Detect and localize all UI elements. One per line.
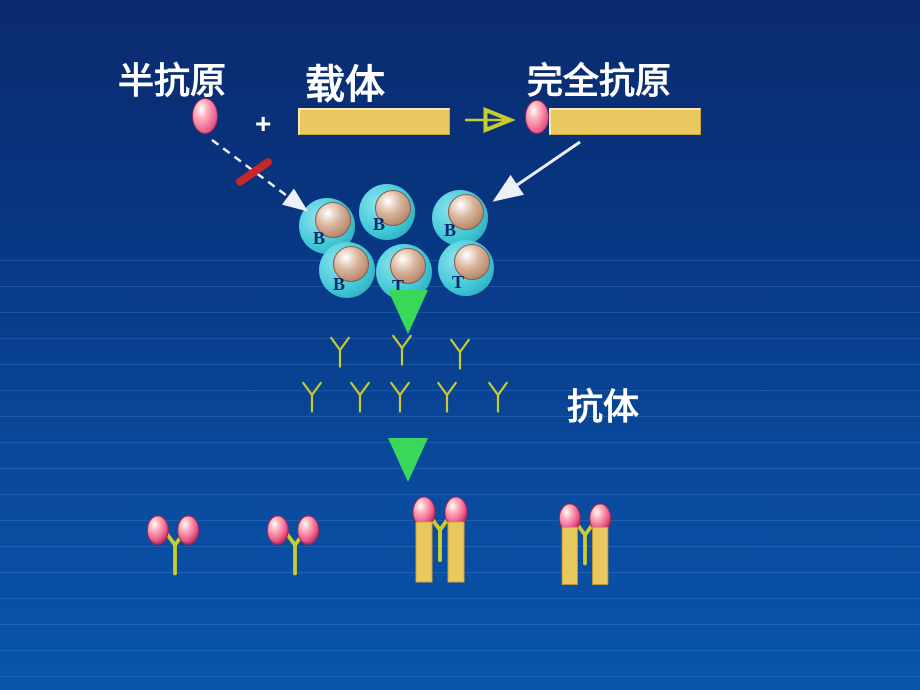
antibody-icon bbox=[280, 524, 310, 573]
antibody-icon bbox=[570, 514, 600, 563]
antibody-icon bbox=[160, 524, 190, 573]
antibody-icon bbox=[391, 383, 409, 412]
complete-antigen-label: 完全抗原 bbox=[527, 52, 671, 104]
plus-sign: + bbox=[255, 108, 271, 140]
cell-letter: T bbox=[452, 272, 464, 293]
complete-antigen-oval bbox=[525, 100, 549, 134]
cell-letter: B bbox=[333, 274, 345, 295]
antibody-icon bbox=[424, 508, 456, 560]
cell-letter: B bbox=[313, 228, 325, 249]
antibody-icon bbox=[489, 383, 507, 412]
antibody-icon bbox=[438, 383, 456, 412]
complete-antigen-bar bbox=[549, 108, 701, 135]
antibody-icon bbox=[451, 340, 469, 369]
antibody-icon bbox=[351, 383, 369, 412]
antibody-icon bbox=[303, 383, 321, 412]
hapten-oval bbox=[192, 98, 218, 134]
antibody-label: 抗体 bbox=[567, 378, 639, 430]
antibody-icon bbox=[331, 338, 349, 367]
cell-letter: B bbox=[373, 214, 385, 235]
cell-letter: B bbox=[444, 220, 456, 241]
carrier-label: 载体 bbox=[305, 52, 385, 110]
antibody-icon bbox=[393, 336, 411, 365]
carrier-bar bbox=[298, 108, 450, 135]
hapten-label: 半抗原 bbox=[118, 52, 226, 104]
cell-letter: T bbox=[392, 276, 404, 297]
